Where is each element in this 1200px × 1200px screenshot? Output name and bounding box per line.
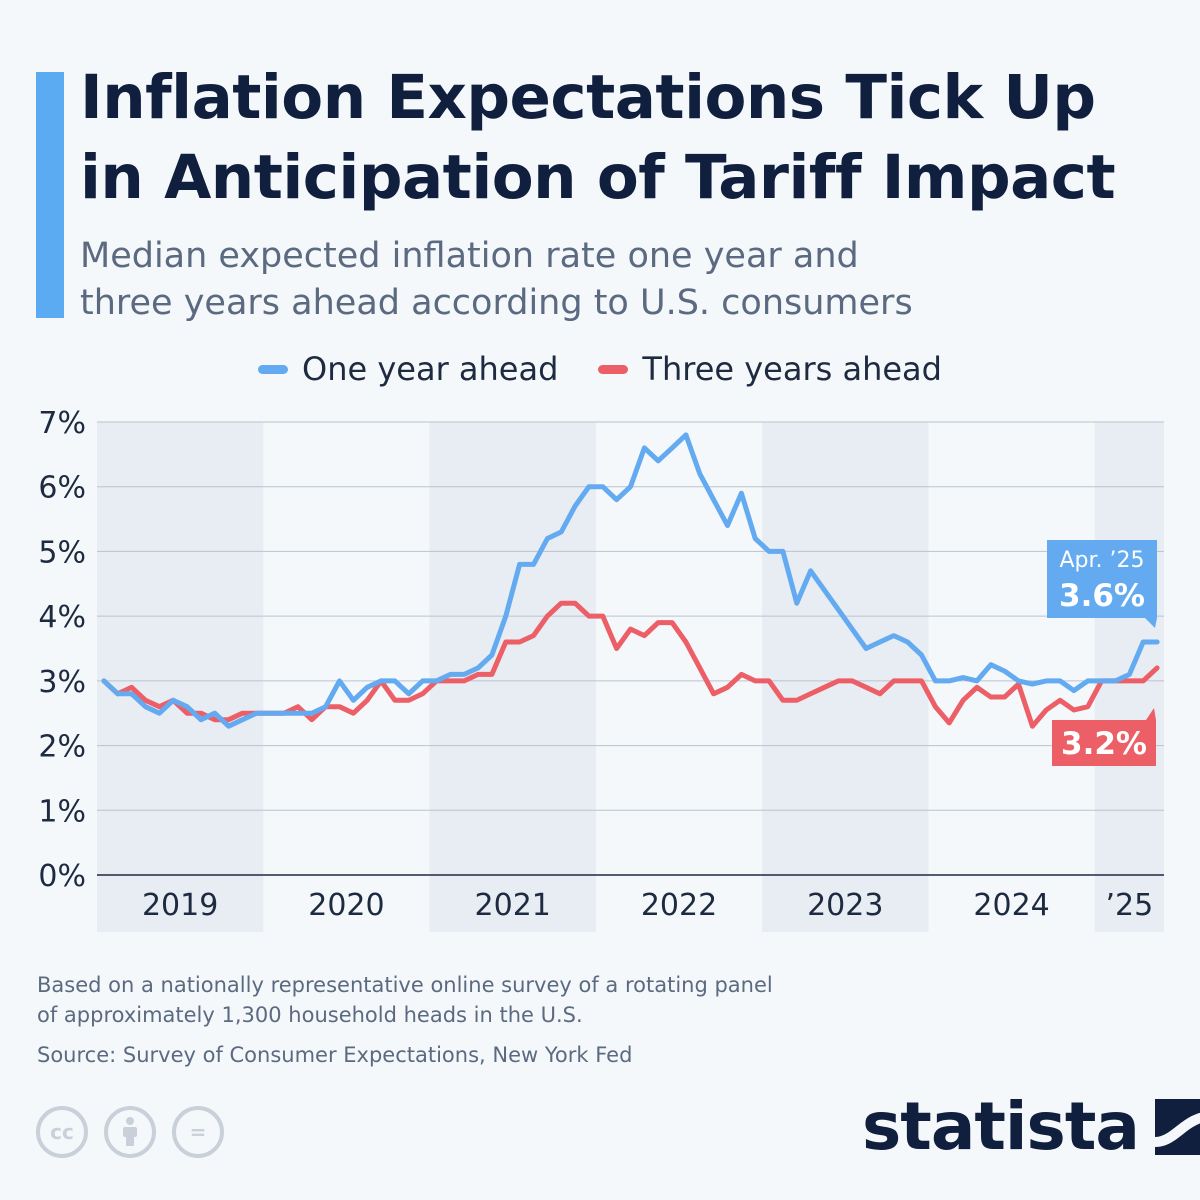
legend-swatch-three-years [598,364,629,374]
callout-box-one-year [1047,540,1157,628]
legend-label-three-years: Three years ahead [642,350,942,388]
cc-icon-label: cc [50,1120,74,1144]
footnote-line-2: of approximately 1,300 household heads i… [37,1003,583,1027]
y-tick-label: 5% [38,535,86,570]
footnote-line-1: Based on a nationally representative onl… [37,973,773,997]
by-icon[interactable] [104,1106,156,1158]
legend-label-one-year: One year ahead [302,350,559,388]
x-tick-label: 2021 [475,888,551,923]
legend-swatch-one-year [258,364,289,374]
callout-date-one-year: Apr. ’25 [1059,548,1144,573]
callout-value-three-years: 3.2% [1061,726,1147,762]
y-tick-label: 0% [38,859,86,894]
chart-title: Inflation Expectations Tick Up in Antici… [80,58,1180,218]
cc-icon[interactable]: cc [36,1106,88,1158]
y-tick-label: 2% [38,730,86,765]
x-tick-label: 2024 [973,888,1049,923]
year-band [97,422,264,932]
series-line-one-year [101,432,1160,729]
y-tick-label: 6% [38,471,86,506]
inflation-line-chart: 0% 1% 2% 3% 4% 5% 6% 7% 2019 2020 2021 2022 2023 202… [38,406,1164,932]
title-accent-bar [36,72,64,318]
statista-mark-icon [1154,1098,1200,1155]
year-band [762,422,929,932]
nd-icon-label: = [189,1120,207,1144]
legend-item-one-year: One year ahead [258,350,558,388]
nd-icon[interactable]: = [172,1106,224,1158]
x-tick-label: 2023 [807,888,883,923]
brand-name: statista [862,1088,1140,1165]
chart-subtitle-line-1: Median expected inflation rate one year … [80,236,859,276]
footnote: Based on a nationally representative onl… [37,970,937,1030]
chart-subtitle: Median expected inflation rate one year … [80,233,1160,327]
callout-value-one-year: 3.6% [1059,578,1145,614]
y-tick-label: 4% [38,600,86,635]
x-tick-label: 2019 [142,888,218,923]
y-tick-label: 1% [38,794,86,829]
y-tick-label: 7% [38,406,86,441]
callout-box-three-years [1052,708,1156,766]
chart-legend: One year ahead Three years ahead [0,350,1200,388]
chart-subtitle-line-2: three years ahead according to U.S. cons… [80,283,913,323]
x-tick-label: 2022 [641,888,717,923]
person-icon [123,1117,137,1146]
legend-item-three-years: Three years ahead [598,350,942,388]
x-tick-label: ’25 [1105,888,1153,923]
source-note: Source: Survey of Consumer Expectations,… [37,1043,633,1067]
license-icons: cc = [36,1106,224,1158]
year-band [429,422,596,932]
chart-title-line-1: Inflation Expectations Tick Up [80,62,1096,133]
y-tick-label: 3% [38,665,86,700]
x-tick-label: 2020 [308,888,384,923]
statista-logo[interactable]: statista [862,1088,1200,1165]
chart-title-line-2: in Anticipation of Tariff Impact [80,142,1116,213]
